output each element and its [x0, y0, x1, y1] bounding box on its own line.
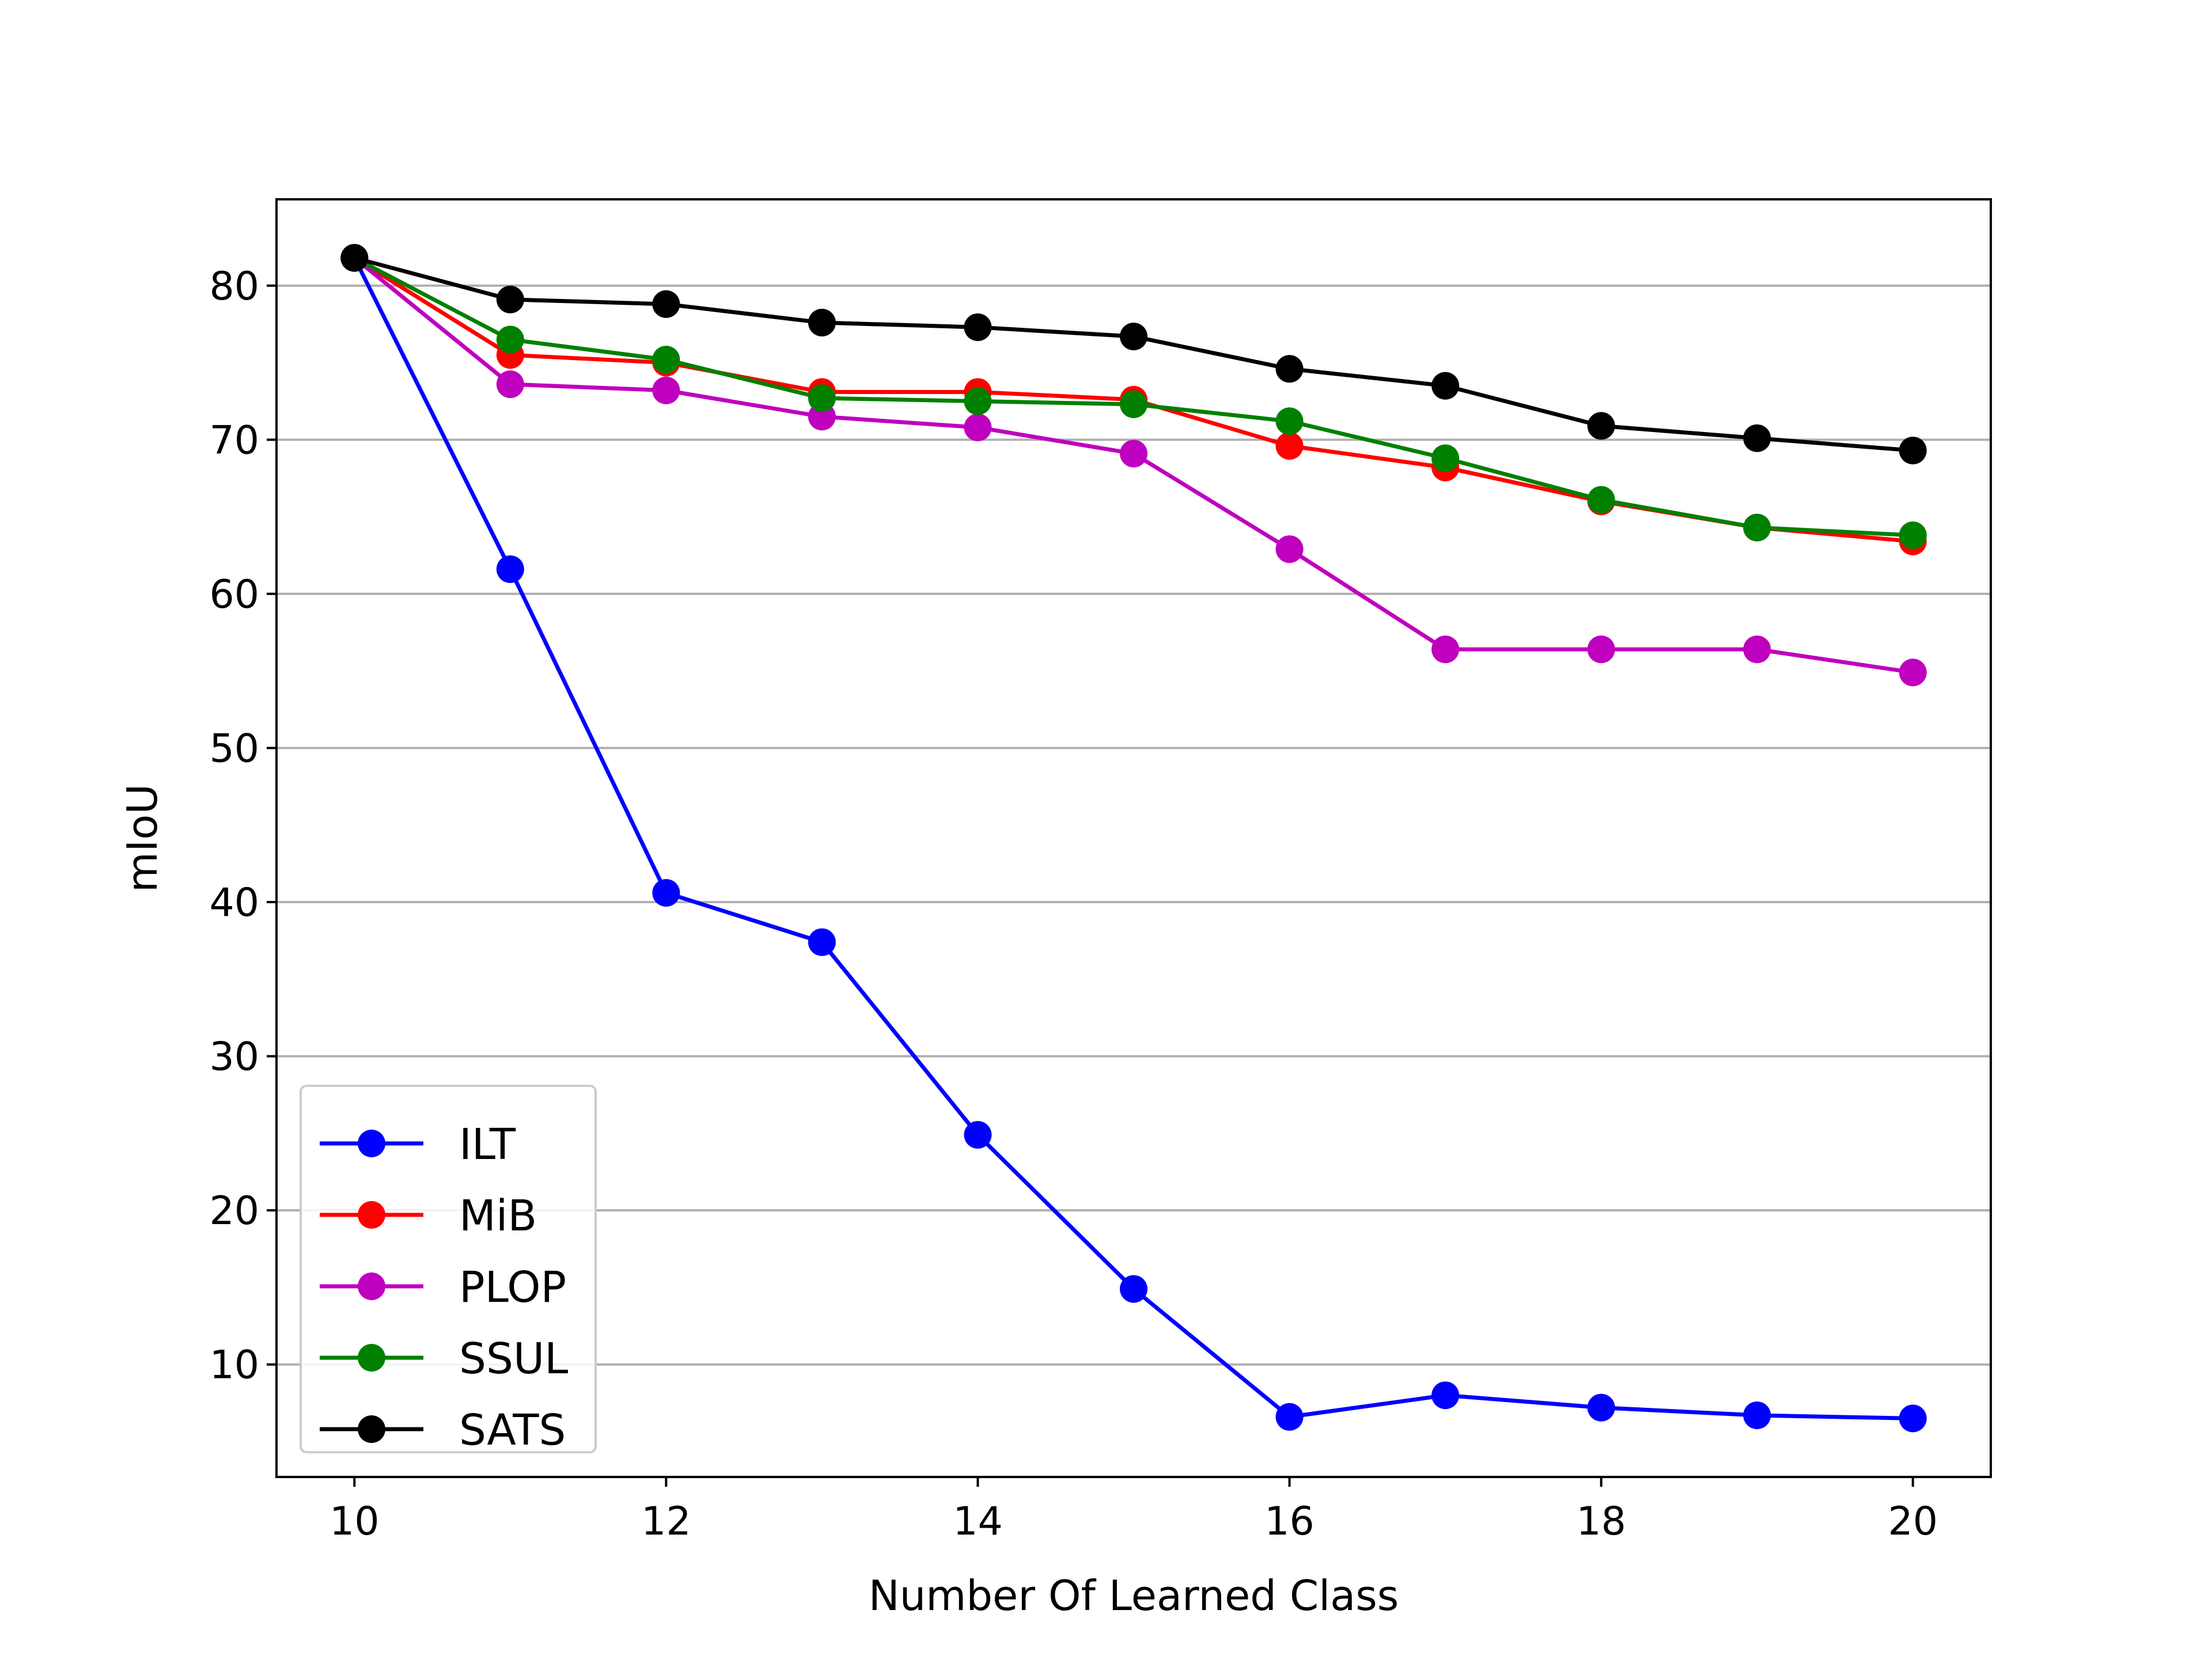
data-point-plop	[652, 376, 680, 404]
data-point-plop	[496, 370, 524, 399]
y-tick-label: 10	[209, 1343, 259, 1388]
data-point-ssul	[964, 387, 992, 415]
data-point-ssul	[1275, 407, 1304, 435]
x-tick-label: 20	[1888, 1499, 1938, 1544]
data-point-plop	[1587, 635, 1615, 664]
legend-item-plop: PLOP	[320, 1263, 566, 1312]
data-point-sats	[1743, 424, 1771, 452]
data-point-plop	[1743, 635, 1771, 664]
data-point-sats	[1120, 323, 1147, 351]
y-tick-label: 80	[209, 264, 259, 309]
data-point-ilt	[1743, 1401, 1771, 1429]
x-tick-label: 14	[953, 1499, 1003, 1544]
legend-label-plop: PLOP	[459, 1263, 566, 1312]
data-point-ssul	[1743, 513, 1771, 541]
legend-item-sats: SATS	[320, 1406, 566, 1455]
y-tick-label: 50	[209, 726, 259, 771]
data-point-ilt	[1120, 1275, 1147, 1303]
y-tick-label: 30	[209, 1035, 259, 1080]
data-point-ssul	[1899, 521, 1927, 550]
axis-ticks: 10 20 30 40 50 60 70 80 10 12 14 16 18 20	[209, 264, 1938, 1544]
legend-marker-plop	[358, 1272, 385, 1300]
data-point-sats	[340, 244, 369, 272]
data-point-ilt	[1587, 1393, 1615, 1422]
legend-label-ssul: SSUL	[459, 1334, 568, 1384]
series-sats	[340, 244, 1927, 465]
legend-marker-sats	[358, 1415, 385, 1443]
legend-marker-ilt	[358, 1130, 385, 1157]
data-point-ssul	[1120, 390, 1147, 418]
x-axis-title: Number Of Learned Class	[869, 1571, 1399, 1620]
data-point-ilt	[964, 1121, 992, 1149]
data-point-ilt	[652, 878, 680, 907]
data-point-ssul	[652, 346, 680, 374]
data-point-plop	[1431, 635, 1460, 664]
data-point-ssul	[1431, 444, 1460, 472]
data-point-sats	[1899, 437, 1927, 465]
data-point-sats	[496, 285, 524, 313]
data-point-mib	[1275, 432, 1304, 460]
legend-item-ssul: SSUL	[320, 1334, 568, 1384]
data-point-ilt	[1431, 1381, 1460, 1410]
data-point-ilt	[1899, 1404, 1927, 1433]
legend-item-mib: MiB	[320, 1191, 537, 1241]
data-point-plop	[1120, 440, 1147, 468]
data-point-sats	[808, 309, 836, 337]
data-point-ssul	[1587, 486, 1615, 514]
data-point-plop	[964, 413, 992, 441]
data-point-plop	[1275, 535, 1304, 563]
data-point-sats	[652, 290, 680, 318]
y-tick-label: 70	[209, 418, 259, 463]
x-tick-label: 18	[1576, 1499, 1626, 1544]
data-point-ssul	[808, 384, 836, 412]
data-point-plop	[1899, 658, 1927, 687]
legend: ILT MiB PLOP SSUL SATS	[300, 1085, 597, 1455]
y-axis-title: mIoU	[118, 784, 166, 892]
legend-label-ilt: ILT	[459, 1120, 516, 1169]
data-point-ilt	[496, 555, 524, 584]
series-lines	[340, 244, 1927, 1433]
legend-label-mib: MiB	[459, 1191, 537, 1241]
data-point-sats	[964, 313, 992, 342]
y-tick-label: 20	[209, 1188, 259, 1234]
y-tick-label: 60	[209, 572, 259, 618]
legend-label-sats: SATS	[459, 1406, 566, 1455]
x-tick-label: 16	[1264, 1499, 1315, 1544]
data-point-sats	[1587, 412, 1615, 440]
x-tick-label: 12	[641, 1499, 691, 1544]
data-point-ilt	[1275, 1403, 1304, 1431]
x-tick-label: 10	[329, 1499, 380, 1544]
legend-marker-ssul	[358, 1344, 385, 1372]
legend-item-ilt: ILT	[320, 1120, 516, 1169]
legend-marker-mib	[358, 1201, 385, 1229]
data-point-sats	[1431, 372, 1460, 400]
plot-frame	[275, 198, 1992, 1478]
data-point-ssul	[496, 325, 524, 354]
y-tick-label: 40	[209, 880, 259, 926]
data-point-ilt	[808, 928, 836, 956]
data-point-sats	[1275, 355, 1304, 383]
